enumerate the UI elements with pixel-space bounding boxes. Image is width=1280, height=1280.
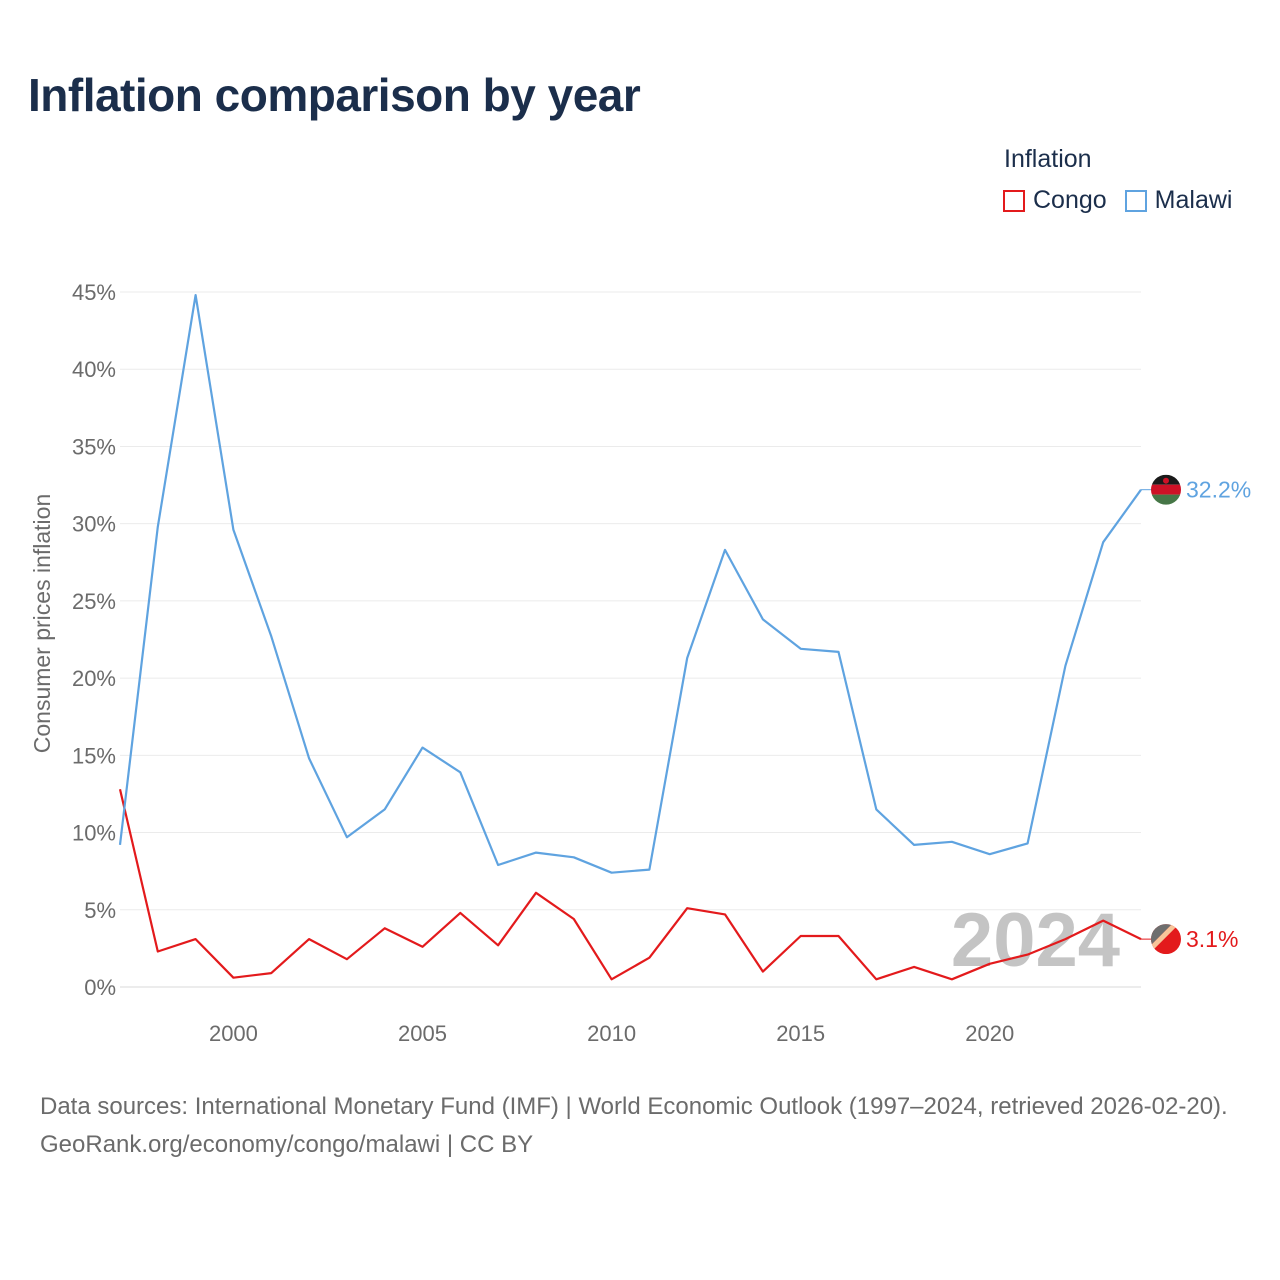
y-tick-label: 20%	[72, 666, 116, 691]
legend-swatch-congo	[1003, 189, 1025, 212]
y-tick-label: 5%	[84, 898, 116, 923]
source-line-2: GeoRank.org/economy/congo/malawi | CC BY	[40, 1131, 534, 1158]
legend-title: Inflation	[1004, 145, 1092, 173]
y-tick-label: 40%	[72, 357, 116, 382]
source-line-1: Data sources: International Monetary Fun…	[40, 1093, 1228, 1120]
end-value-label-malawi: 32.2%	[1186, 477, 1251, 503]
legend-item-malawi[interactable]: Malawi	[1124, 186, 1233, 215]
chart-title: Inflation comparison by year	[28, 69, 641, 121]
y-tick-label: 30%	[72, 512, 116, 537]
legend-swatch-malawi	[1124, 189, 1147, 212]
x-tick-label: 2015	[776, 1021, 825, 1046]
y-tick-label: 0%	[84, 975, 116, 1000]
flag-icon-malawi	[1151, 474, 1181, 505]
x-tick-label: 2000	[209, 1021, 258, 1046]
line-chart: 0% 5% 10% 15% 20% 25% 30% 35% 40% 45% 2000 2005 2010…	[29, 280, 1251, 1046]
flag-icon-congo	[1151, 924, 1181, 955]
series-line-congo	[118, 789, 1142, 981]
y-tick-label: 35%	[72, 434, 116, 459]
source-note: Data sources: International Monetary Fun…	[40, 1088, 1250, 1164]
x-tick-label: 2020	[965, 1021, 1014, 1046]
y-tick-label: 15%	[72, 743, 116, 768]
end-value-label-congo: 3.1%	[1186, 926, 1238, 952]
legend-label-malawi: Malawi	[1154, 186, 1233, 214]
y-tick-label: 45%	[72, 280, 116, 305]
y-tick-label: 25%	[72, 589, 116, 614]
legend-item-congo[interactable]: Congo	[1003, 186, 1107, 215]
y-tick-label: 10%	[72, 821, 116, 846]
x-tick-label: 2010	[587, 1021, 636, 1046]
series-line-malawi	[118, 294, 1142, 874]
x-tick-label: 2005	[398, 1021, 447, 1046]
y-axis-label: Consumer prices inflation	[29, 494, 55, 754]
legend: Congo Malawi	[1003, 186, 1250, 215]
legend-label-congo: Congo	[1033, 186, 1107, 214]
